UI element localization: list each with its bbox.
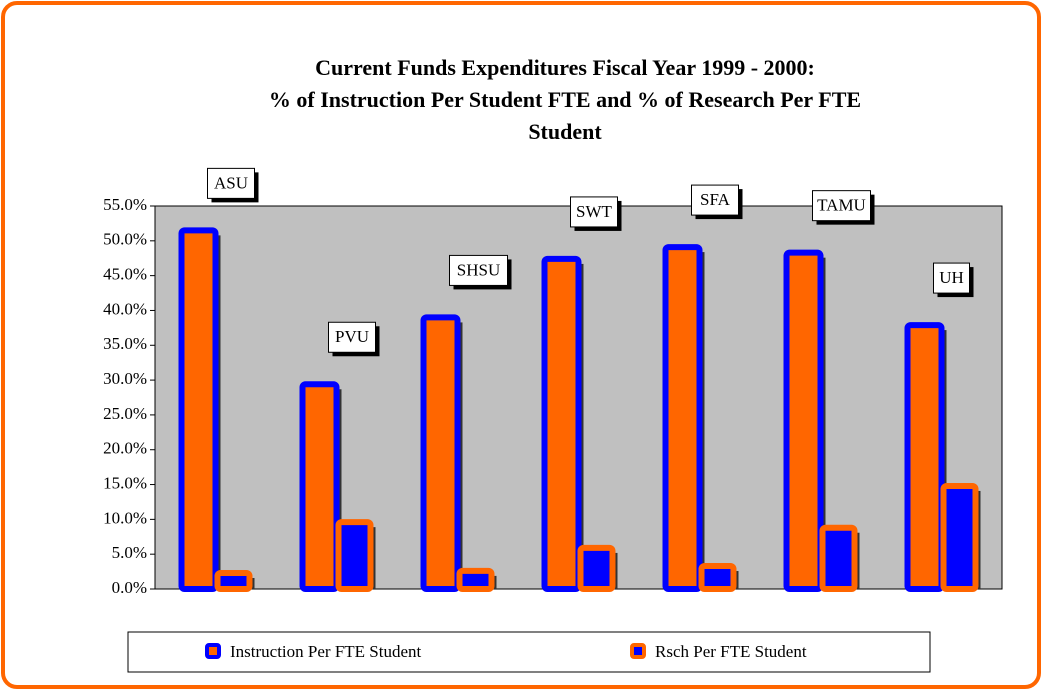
y-tick-label: 5.0% (112, 543, 147, 562)
category-label: SWT (576, 202, 613, 221)
label-box (207, 167, 255, 199)
bar (819, 524, 858, 592)
y-tick-label: 30.0% (103, 369, 147, 388)
legend-swatch (205, 643, 221, 659)
category-label: ASU (214, 173, 248, 192)
legend-label: Rsch Per FTE Student (655, 642, 807, 661)
y-tick-label: 50.0% (103, 230, 147, 249)
bar (178, 227, 219, 592)
label-box (933, 262, 970, 294)
bar (335, 519, 374, 593)
y-tick-label: 25.0% (103, 404, 147, 423)
y-tick-label: 20.0% (103, 439, 147, 458)
y-tick-label: 10.0% (103, 508, 147, 527)
chart-title: Current Funds Expenditures Fiscal Year 1… (315, 55, 815, 80)
bar (783, 249, 824, 592)
bar (420, 314, 461, 592)
bar (299, 381, 340, 593)
bar (456, 567, 495, 592)
y-tick-label: 35.0% (103, 334, 147, 353)
label-box (570, 196, 618, 228)
label-box (449, 254, 508, 286)
y-tick-label: 55.0% (103, 195, 147, 214)
category-label: SHSU (457, 260, 500, 279)
y-tick-label: 45.0% (103, 265, 147, 284)
legend (127, 631, 931, 673)
y-tick-label: 0.0% (112, 578, 147, 597)
bar (904, 322, 945, 592)
bar (577, 544, 616, 593)
category-label: TAMU (817, 196, 866, 215)
category-label: SFA (700, 190, 731, 209)
legend-label: Instruction Per FTE Student (230, 642, 422, 661)
label-box (328, 321, 376, 353)
y-tick-label: 15.0% (103, 473, 147, 492)
category-label: PVU (335, 327, 369, 346)
bar (940, 482, 979, 592)
label-box (691, 184, 739, 216)
bar (214, 569, 253, 593)
category-label: UH (939, 268, 964, 287)
chart-title: Student (528, 119, 602, 144)
y-tick-label: 40.0% (103, 299, 147, 318)
label-box (812, 190, 871, 222)
bar (698, 563, 737, 593)
bar (662, 244, 703, 592)
chart-title: % of Instruction Per Student FTE and % o… (269, 87, 861, 112)
legend-swatch (630, 643, 646, 659)
bar (541, 255, 582, 592)
